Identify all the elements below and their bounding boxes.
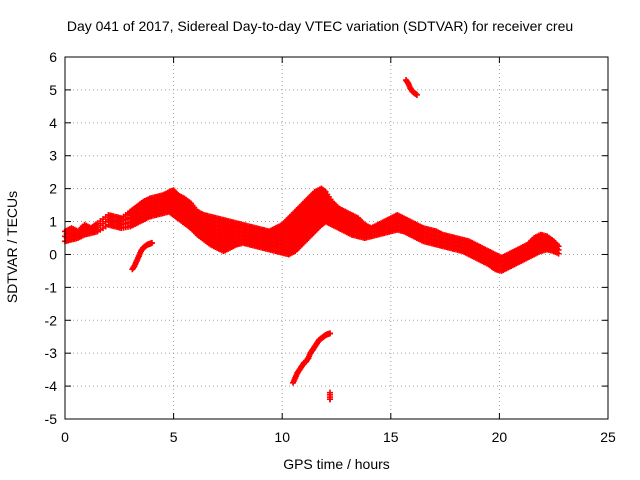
- y-tick-label: -2: [45, 312, 58, 328]
- axis-ticks: 0 5 10 15 20 25 -5 -4 -3 -2 -1 0 1 2 3 4 5 6: [45, 49, 616, 445]
- x-tick-label: 10: [274, 429, 290, 445]
- x-tick-label: 0: [61, 429, 69, 445]
- x-tick-label: 5: [170, 429, 178, 445]
- data-point-marker: [555, 243, 562, 250]
- y-tick-label: 3: [49, 148, 57, 164]
- x-tick-label: 20: [492, 429, 508, 445]
- data-point-marker: [326, 330, 333, 337]
- y-tick-label: 2: [49, 181, 57, 197]
- data-points: [62, 77, 562, 403]
- x-tick-label: 25: [600, 429, 616, 445]
- data-point-marker: [326, 396, 333, 403]
- y-tick-label: -3: [45, 345, 58, 361]
- y-tick-label: 6: [49, 49, 57, 65]
- data-point-marker: [148, 239, 155, 246]
- data-point-marker: [321, 188, 328, 195]
- y-tick-label: 1: [49, 214, 57, 230]
- data-point-marker: [413, 91, 420, 98]
- x-tick-label: 15: [383, 429, 399, 445]
- plot-frame: [64, 56, 609, 420]
- y-tick-label: 0: [49, 246, 57, 262]
- chart-title: Day 041 of 2017, Sidereal Day-to-day VTE…: [66, 18, 574, 34]
- x-axis-label: GPS time / hours: [283, 456, 390, 472]
- y-tick-label: -5: [45, 411, 58, 427]
- y-tick-label: 4: [49, 115, 57, 131]
- y-tick-label: -1: [45, 279, 58, 295]
- grid-lines: [65, 57, 608, 419]
- y-tick-label: 5: [49, 82, 57, 98]
- y-tick-label: -4: [45, 378, 58, 394]
